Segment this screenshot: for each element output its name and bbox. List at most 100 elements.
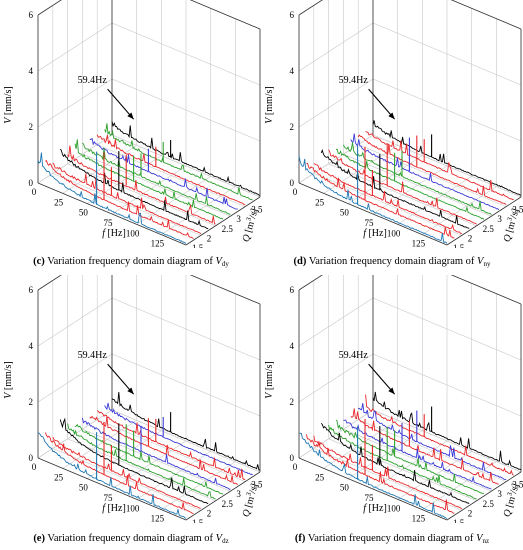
series-line bbox=[343, 142, 492, 216]
caption-label: (c) bbox=[33, 256, 45, 267]
series-line bbox=[104, 123, 253, 201]
box-edge bbox=[450, 0, 522, 30]
y-tick-label: 2 bbox=[207, 233, 212, 243]
box-edge bbox=[37, 0, 62, 16]
annotation-arrow-head bbox=[388, 387, 395, 395]
series-line bbox=[320, 422, 470, 505]
caption-e: (e) Variation frequency domain diagram o… bbox=[0, 533, 262, 545]
series-line bbox=[343, 419, 492, 490]
box-edge bbox=[37, 275, 62, 291]
x-axis-line bbox=[298, 182, 448, 246]
x-tick-label: 0 bbox=[32, 462, 37, 472]
x-tick-label: 50 bbox=[79, 208, 89, 218]
box-edge bbox=[189, 0, 261, 30]
caption-text: Variation frequency domain diagram of bbox=[308, 256, 478, 267]
z-axis-label: V [mm/s] bbox=[264, 86, 275, 124]
chart-panel-e: 024602550751001251501.522.533.54V [mm/s]… bbox=[0, 275, 262, 550]
y-tick-label: 3 bbox=[497, 489, 502, 499]
y-tick-label: 2.5 bbox=[222, 224, 234, 234]
y-tick-label: 1.5 bbox=[192, 518, 204, 523]
series-line bbox=[74, 139, 224, 220]
series-line bbox=[372, 120, 522, 196]
annotation-arrow-line bbox=[368, 88, 396, 120]
x-tick-label: 50 bbox=[340, 483, 350, 493]
y-axis-line bbox=[446, 196, 522, 246]
z-axis-label: V [mm/s] bbox=[3, 361, 14, 399]
z-axis-label: V [mm/s] bbox=[264, 361, 275, 399]
y-tick-label: 3.5 bbox=[251, 480, 262, 490]
x-tick-label: 125 bbox=[412, 514, 426, 523]
y-tick-label: 3 bbox=[236, 489, 241, 499]
annotation-arrow-head bbox=[388, 112, 395, 120]
gridline bbox=[323, 145, 398, 194]
caption-sub: dy bbox=[221, 260, 229, 268]
box-edge bbox=[189, 275, 261, 305]
annotation-arrow-head bbox=[127, 112, 134, 120]
gridline bbox=[111, 440, 187, 490]
series-line bbox=[82, 142, 231, 215]
series-line bbox=[313, 435, 463, 510]
chart-panel-d: 024602550751001251501.522.533.54V [mm/s]… bbox=[261, 0, 523, 275]
x-tick-label: 125 bbox=[151, 514, 165, 523]
annotation-label: 59.4Hz bbox=[339, 350, 369, 361]
caption-label: (d) bbox=[293, 256, 307, 267]
series-line bbox=[365, 130, 514, 200]
series-line bbox=[111, 121, 261, 196]
x-tick-label: 100 bbox=[387, 228, 401, 238]
caption-label: (e) bbox=[33, 533, 45, 544]
y-tick-label: 3.5 bbox=[512, 480, 523, 490]
series-line bbox=[67, 145, 216, 225]
y-tick-label: 3.5 bbox=[251, 205, 262, 215]
x-tick-label: 25 bbox=[315, 197, 325, 207]
gridline bbox=[298, 22, 374, 72]
z-tick-label: 0 bbox=[29, 178, 34, 188]
caption-text: Variation frequency domain diagram of bbox=[47, 256, 216, 267]
annotation-arrow-line bbox=[107, 363, 135, 395]
x-tick-label: 100 bbox=[387, 503, 401, 513]
y-tick-label: 2 bbox=[468, 233, 473, 243]
series-line bbox=[45, 159, 194, 239]
gridline bbox=[37, 78, 113, 128]
box-edge bbox=[298, 0, 323, 16]
series-line bbox=[357, 134, 507, 206]
series-line bbox=[350, 133, 500, 211]
y-tick-label: 3.5 bbox=[512, 205, 523, 215]
gridline bbox=[37, 297, 113, 347]
waterfall-plot-c: 024602550751001251501.522.533.54V [mm/s]… bbox=[3, 0, 262, 248]
x-tick-label: 25 bbox=[54, 472, 64, 482]
z-tick-label: 0 bbox=[290, 178, 295, 188]
caption-var: V bbox=[215, 533, 223, 544]
annotation-label: 59.4Hz bbox=[78, 75, 108, 86]
series-line bbox=[44, 432, 194, 514]
x-tick-label: 75 bbox=[365, 493, 375, 503]
gridline bbox=[37, 409, 113, 459]
series-line bbox=[298, 155, 448, 244]
series-line bbox=[59, 148, 209, 230]
z-tick-label: 0 bbox=[290, 453, 295, 463]
gridline bbox=[298, 134, 374, 184]
gridline bbox=[372, 165, 448, 215]
waterfall-plot-e: 024602550751001251501.522.533.54V [mm/s]… bbox=[3, 275, 262, 523]
y-tick-label: 2 bbox=[207, 508, 212, 518]
x-axis-label: f [Hz] bbox=[363, 503, 387, 514]
y-tick-label: 3 bbox=[497, 214, 502, 224]
series-line bbox=[104, 402, 253, 476]
caption-var: V bbox=[476, 533, 483, 544]
gridline bbox=[298, 353, 374, 403]
z-tick-label: 0 bbox=[29, 453, 34, 463]
y-tick-label: 1.5 bbox=[453, 518, 465, 523]
x-axis-label: f [Hz] bbox=[363, 228, 387, 239]
z-tick-label: 2 bbox=[29, 122, 34, 132]
x-tick-label: 75 bbox=[104, 493, 114, 503]
caption-f: (f) Variation frequency domain diagram o… bbox=[261, 533, 523, 545]
gridline bbox=[298, 78, 374, 128]
chart-panel-c: 024602550751001251501.522.533.54V [mm/s]… bbox=[0, 0, 262, 275]
series-line bbox=[328, 424, 477, 500]
x-tick-label: 50 bbox=[340, 208, 350, 218]
x-tick-label: 50 bbox=[79, 483, 89, 493]
series-line bbox=[37, 152, 187, 244]
series-line bbox=[328, 149, 477, 225]
x-tick-label: 25 bbox=[315, 472, 325, 482]
x-axis-line bbox=[37, 457, 187, 521]
series-line bbox=[96, 410, 246, 481]
